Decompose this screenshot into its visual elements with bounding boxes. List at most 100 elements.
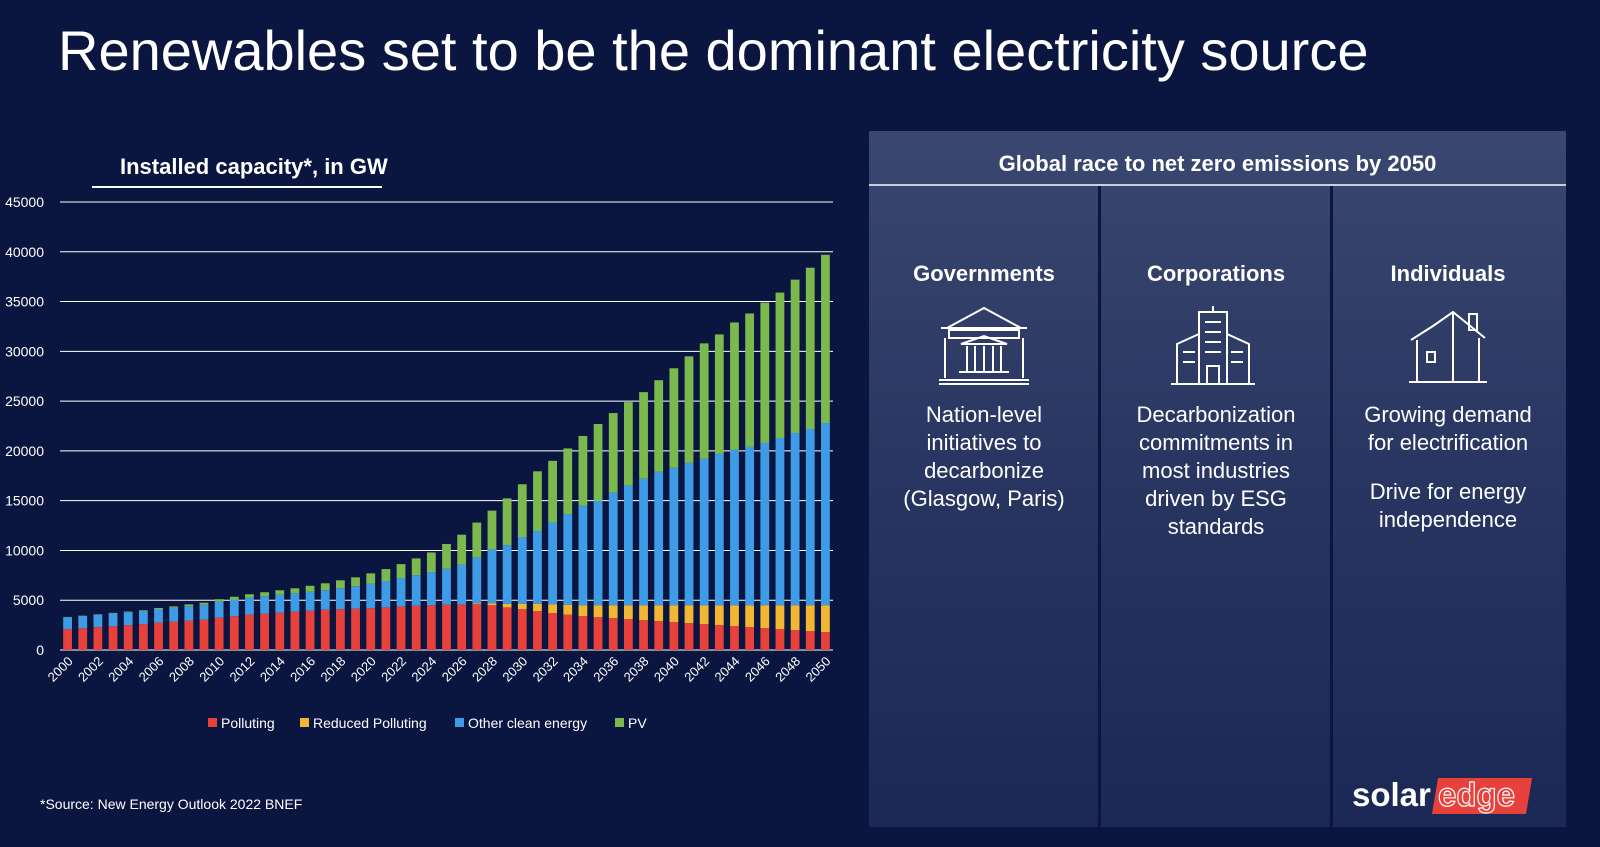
bar-segment xyxy=(790,432,800,606)
y-tick-label: 40000 xyxy=(5,244,44,260)
bar-segment xyxy=(396,606,406,650)
bar-segment xyxy=(563,604,573,615)
y-tick-label: 45000 xyxy=(5,194,44,210)
bar-segment xyxy=(290,588,300,594)
bar-segment xyxy=(487,510,497,550)
bar-segment xyxy=(78,628,88,650)
logo-text-edge: edge xyxy=(1438,776,1515,813)
y-tick-label: 35000 xyxy=(5,294,44,310)
bar-segment xyxy=(472,604,482,650)
bar-segment xyxy=(623,485,633,606)
bar-segment xyxy=(517,603,527,610)
bar-segment xyxy=(442,604,451,650)
bar-segment xyxy=(184,604,194,607)
bar-segment xyxy=(78,615,88,629)
legend-swatch xyxy=(300,718,309,727)
bar-segment xyxy=(154,622,163,650)
office-buildings-icon xyxy=(1171,306,1255,385)
bar-segment xyxy=(714,625,724,650)
bar-segment xyxy=(517,537,527,604)
bar-segment xyxy=(699,624,709,650)
legend-swatch xyxy=(455,718,464,727)
chart-title-underline xyxy=(92,186,382,188)
x-tick-label: 2036 xyxy=(590,654,621,685)
source-note: *Source: New Energy Outlook 2022 BNEF xyxy=(40,796,303,812)
bar-segment xyxy=(366,583,376,609)
capacity-chart: 0 5000 10000 15000 20000 25000 30000 35000 40000… xyxy=(5,194,833,731)
y-tick-label: 15000 xyxy=(5,493,44,509)
bar-segment xyxy=(639,478,648,606)
bar-segment xyxy=(745,627,755,650)
bar-segment xyxy=(745,605,755,628)
x-tick-label: 2038 xyxy=(621,654,652,685)
bar-segment xyxy=(184,620,194,650)
bar-segment xyxy=(593,617,603,650)
x-tick-label: 2028 xyxy=(469,654,500,685)
bar-segment xyxy=(821,423,830,606)
bar-segment xyxy=(229,616,239,650)
column-governments: Governments Nation-level initiatives to … xyxy=(869,186,1099,827)
bar-segment xyxy=(426,572,436,606)
y-tick-label: 0 xyxy=(36,642,44,658)
bar-segment xyxy=(502,545,512,604)
bar-segment xyxy=(320,590,330,610)
column-text: Growing demand for electrification xyxy=(1364,402,1532,455)
bar-segment xyxy=(623,619,633,650)
bar-segment xyxy=(290,593,300,612)
bar-segment xyxy=(275,612,285,650)
bar-segment xyxy=(578,435,588,506)
x-tick-label: 2048 xyxy=(772,654,803,685)
bar-segment xyxy=(138,610,148,625)
bar-segment xyxy=(699,605,709,625)
bar-segment xyxy=(123,612,133,626)
column-text-secondary: Drive for energy independence xyxy=(1369,479,1527,532)
column-text: Nation-level initiatives to decarbonize … xyxy=(903,402,1065,511)
bar-segment xyxy=(805,428,815,606)
bar-segment xyxy=(805,605,815,632)
bar-segment xyxy=(654,605,664,622)
bar-segment xyxy=(411,558,421,576)
bar-segment xyxy=(260,596,270,614)
bar-segment xyxy=(245,597,254,615)
bar-segment xyxy=(305,591,315,611)
y-tick-label: 30000 xyxy=(5,343,44,359)
bar-segment xyxy=(760,628,770,650)
government-building-icon xyxy=(939,306,1029,385)
x-tick-label: 2040 xyxy=(651,654,682,685)
bar-segment xyxy=(684,605,694,624)
bar-segment xyxy=(669,368,679,468)
y-tick-label: 10000 xyxy=(5,542,44,558)
x-tick-label: 2026 xyxy=(439,654,470,685)
x-tick-label: 2042 xyxy=(681,654,712,685)
bar-segment xyxy=(214,599,224,602)
legend-swatch xyxy=(208,718,217,727)
bar-segment xyxy=(639,620,648,650)
logo-text-solar: solar xyxy=(1352,776,1431,813)
bar-segment xyxy=(199,619,209,650)
bar-segment xyxy=(396,564,406,579)
x-tick-label: 2010 xyxy=(196,654,227,685)
legend-label: Polluting xyxy=(221,715,275,731)
bar-segment xyxy=(548,522,557,605)
x-tick-label: 2032 xyxy=(530,654,561,685)
bar-segment xyxy=(623,402,633,486)
bar-segment xyxy=(821,605,830,633)
x-tick-label: 2008 xyxy=(166,654,197,685)
bar-segment xyxy=(184,606,194,621)
bar-segment xyxy=(305,585,315,592)
legend-label: Other clean energy xyxy=(468,715,587,731)
solaredge-logo: solar edge xyxy=(1352,775,1532,814)
bar-segment xyxy=(93,614,103,628)
bar-segment xyxy=(654,621,664,650)
bar-segment xyxy=(548,460,557,523)
bar-segment xyxy=(63,629,72,650)
bar-segment xyxy=(411,605,421,650)
bar-segment xyxy=(199,604,209,620)
bar-segment xyxy=(108,613,118,627)
bar-segment xyxy=(426,552,436,573)
bar-segment xyxy=(608,413,618,493)
bar-segment xyxy=(563,614,573,650)
legend-label: Reduced Polluting xyxy=(313,715,427,731)
bar-segment xyxy=(138,624,148,650)
bar-segment xyxy=(487,603,497,606)
